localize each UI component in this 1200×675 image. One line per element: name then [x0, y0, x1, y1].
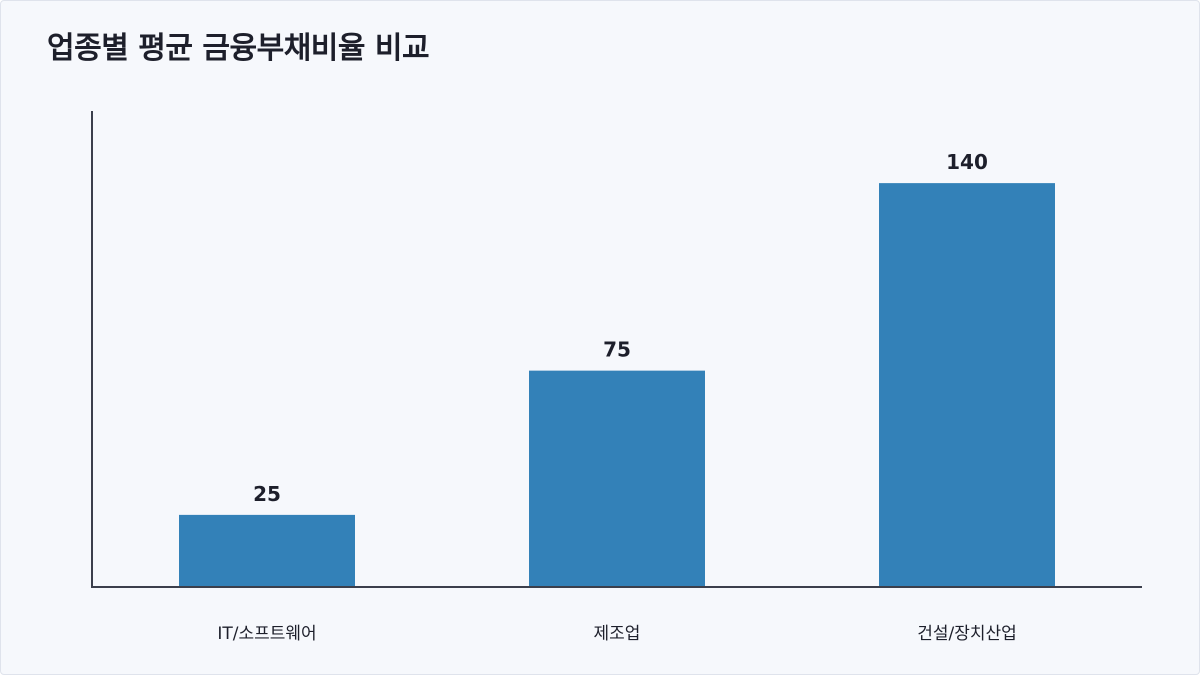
bar-2 [529, 370, 705, 587]
category-label: 제조업 [594, 624, 641, 644]
bar-3 [879, 183, 1055, 587]
chart-title: 업종별 평균 금융부채비율 비교 [47, 31, 430, 66]
bar-value-label: 25 [253, 482, 281, 506]
category-label: IT/소프트웨어 [217, 624, 316, 644]
bar-1 [179, 514, 355, 587]
bar-value-label: 75 [603, 338, 631, 362]
category-labels: IT/소프트웨어 제조업 건설/장치산업 [217, 624, 1016, 644]
bar-value-label: 140 [946, 150, 988, 174]
category-label: 건설/장치산업 [917, 624, 1017, 644]
bars-layer [179, 183, 1055, 587]
value-labels: 25 75 140 [253, 150, 988, 506]
